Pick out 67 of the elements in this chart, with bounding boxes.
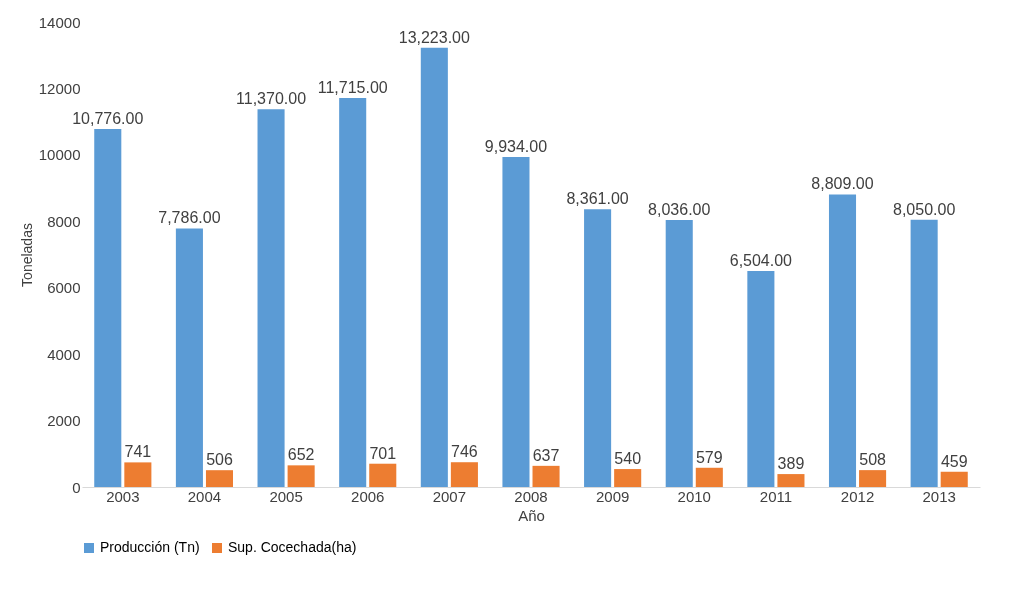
data-label: 637 [532, 446, 560, 464]
y-tick-label: 6000 [47, 279, 81, 297]
bar [910, 219, 938, 487]
data-label: 579 [695, 448, 723, 466]
bar [205, 470, 234, 487]
bar [420, 47, 448, 487]
x-tick-label: 2006 [351, 487, 385, 505]
y-tick-label: 2000 [47, 412, 81, 430]
bar [502, 157, 530, 487]
x-tick-label: 2011 [759, 487, 793, 505]
x-tick-label: 2003 [106, 487, 140, 505]
y-tick-label: 0 [72, 478, 81, 496]
data-label: 11,370.00 [236, 90, 307, 108]
data-label: 6,504.00 [729, 251, 793, 269]
bar [777, 474, 805, 487]
x-tick-label: 2008 [514, 487, 548, 505]
x-axis-title: Año [518, 506, 545, 524]
bar [665, 220, 693, 487]
data-label: 508 [859, 451, 887, 469]
y-tick-label: 4000 [47, 345, 81, 363]
x-tick-label: 2010 [677, 487, 711, 505]
bar [940, 471, 968, 487]
data-label: 506 [206, 451, 233, 469]
data-label: 389 [777, 455, 805, 473]
bar [695, 467, 723, 487]
data-label: 8,036.00 [648, 201, 711, 219]
x-tick-label: 2009 [595, 487, 630, 505]
bar [339, 97, 367, 487]
data-label: 10,776.00 [72, 110, 144, 128]
x-tick-label: 2004 [187, 487, 222, 505]
bar [828, 194, 857, 487]
data-label: 11,715.00 [317, 78, 388, 96]
data-label: 8,361.00 [566, 190, 629, 208]
data-label: 540 [614, 450, 642, 468]
bar [257, 109, 285, 487]
bar [94, 129, 122, 487]
bar [369, 463, 397, 487]
data-label: 701 [369, 444, 397, 462]
bar [747, 270, 775, 487]
legend-label: Sup. Cocechada(ha) [228, 539, 357, 555]
y-axis-title: Toneladas [18, 223, 35, 287]
x-tick-label: 2013 [922, 487, 956, 505]
bar [287, 465, 315, 487]
bar [859, 470, 887, 487]
y-tick-label: 10000 [38, 146, 81, 164]
y-tick-label: 8000 [47, 212, 81, 230]
x-tick-label: 2005 [269, 487, 303, 505]
bar [124, 462, 152, 487]
bar [175, 228, 203, 487]
data-label: 7,786.00 [158, 209, 221, 227]
legend-label: Producción (Tn) [100, 539, 200, 555]
data-label: 8,050.00 [893, 200, 956, 218]
y-tick-label: 14000 [38, 13, 81, 31]
bar [450, 462, 478, 487]
bar [532, 465, 560, 487]
data-label: 13,223.00 [398, 28, 471, 46]
data-label: 9,934.00 [484, 138, 548, 156]
data-label: 459 [940, 452, 968, 470]
y-tick-label: 12000 [38, 79, 81, 97]
data-label: 741 [124, 443, 152, 461]
data-label: 746 [451, 443, 478, 461]
data-label: 652 [287, 446, 315, 464]
bar [614, 469, 642, 487]
data-label: 8,809.00 [811, 175, 874, 193]
x-tick-label: 2007 [432, 487, 467, 505]
x-tick-label: 2012 [840, 487, 875, 505]
bar [584, 209, 612, 487]
